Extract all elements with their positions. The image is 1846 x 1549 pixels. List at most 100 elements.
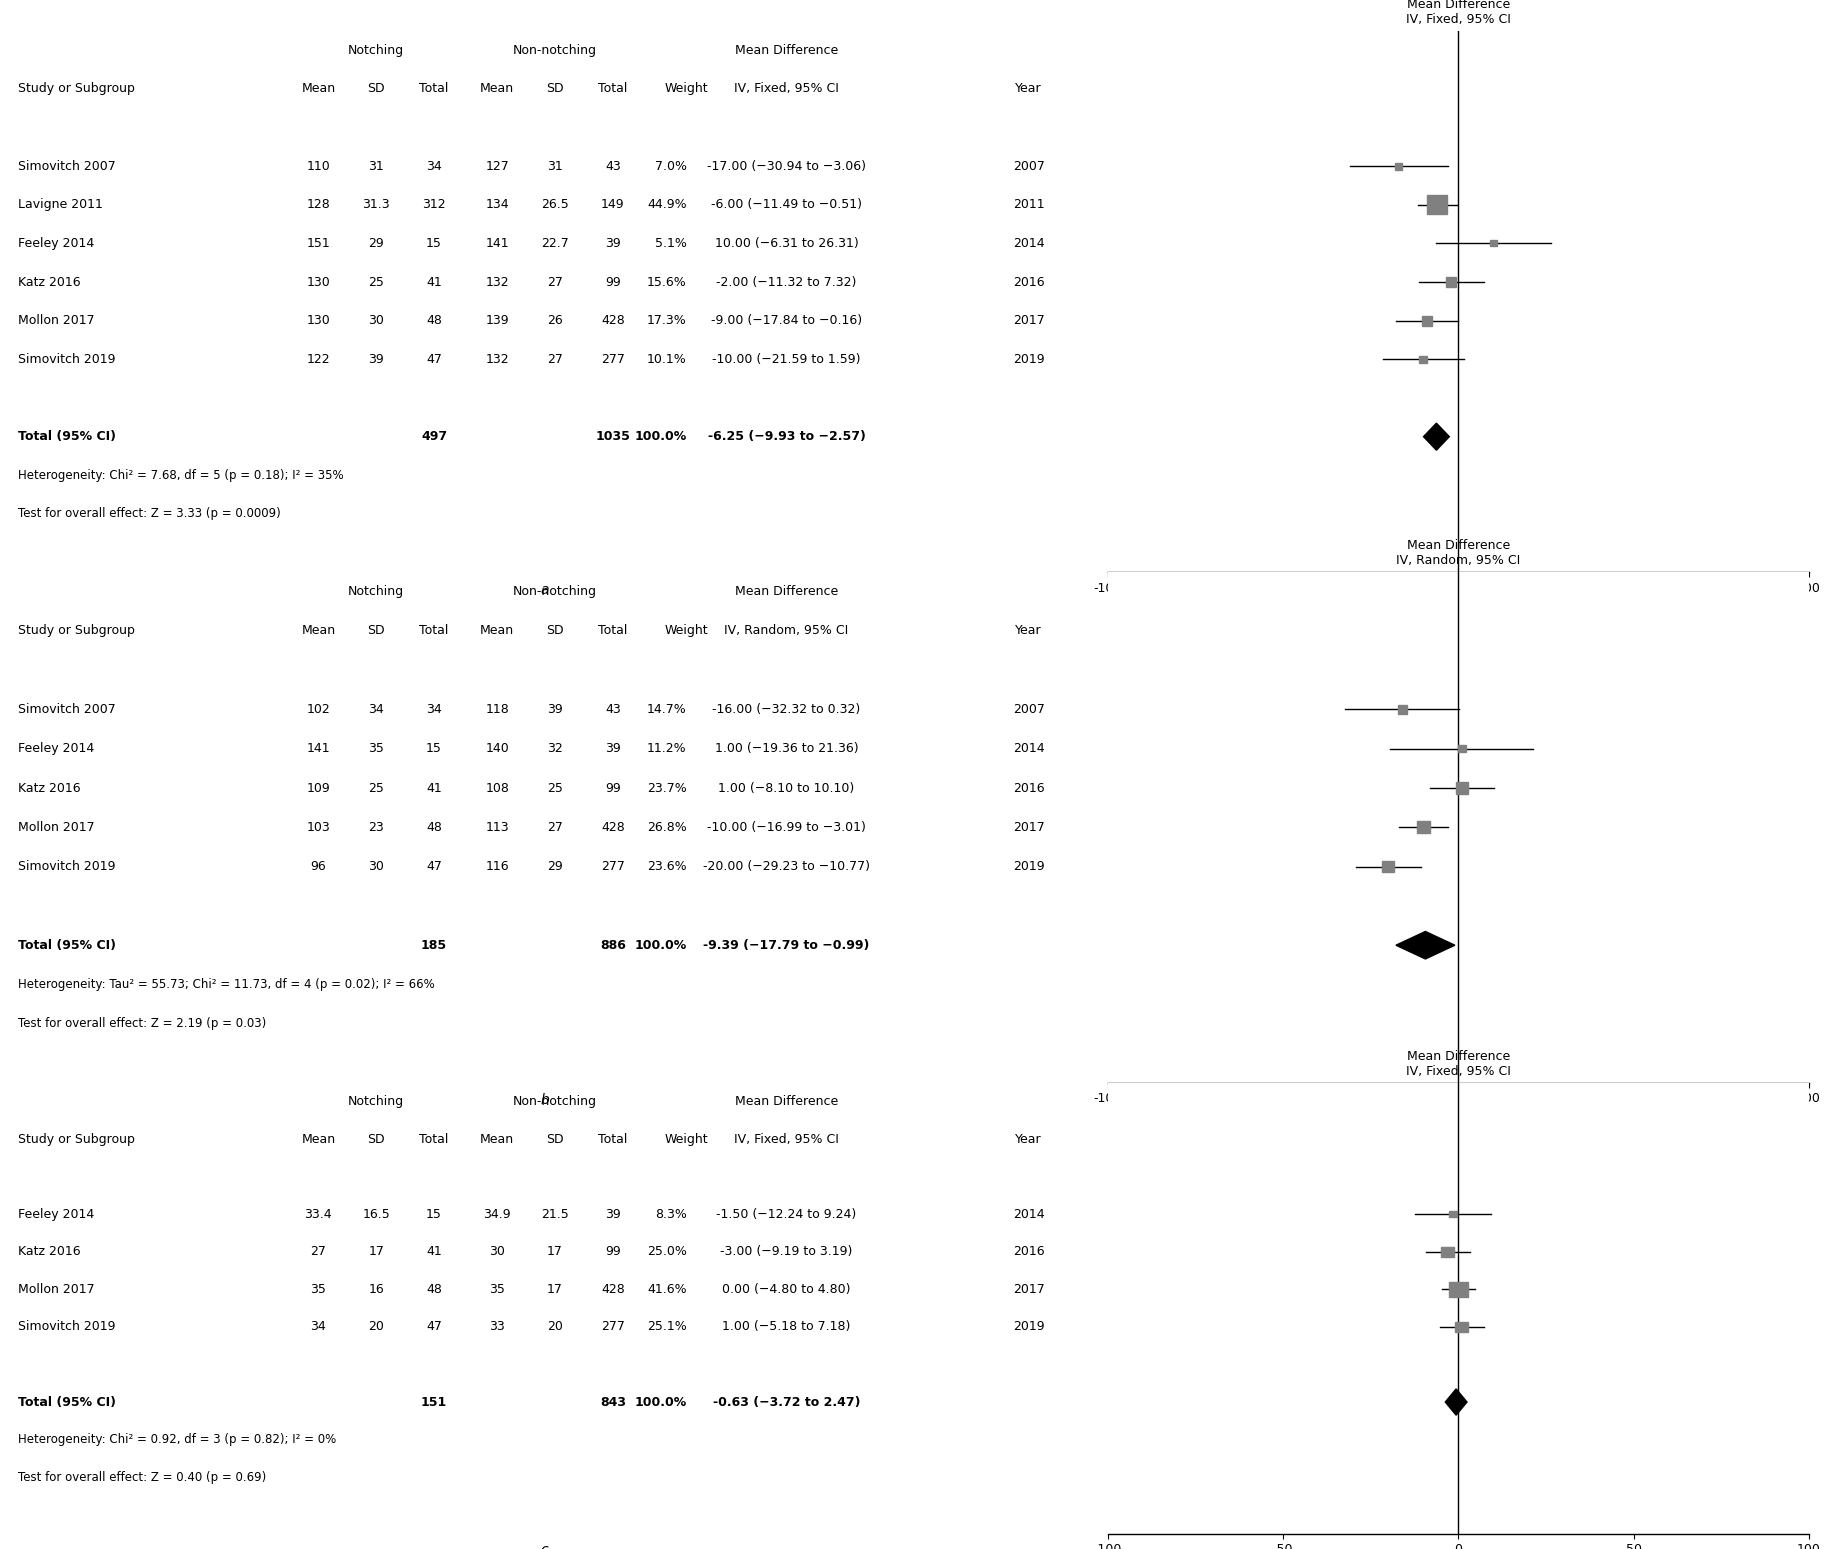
- Text: Katz 2016: Katz 2016: [18, 782, 81, 795]
- Bar: [1442, 1247, 1455, 1256]
- Text: 21.5: 21.5: [541, 1208, 569, 1221]
- Text: 2019: 2019: [1013, 1320, 1045, 1334]
- Text: 41: 41: [426, 276, 441, 288]
- Text: 15.6%: 15.6%: [646, 276, 687, 288]
- Text: Mean Difference: Mean Difference: [735, 1095, 838, 1108]
- Text: 10.00 (−6.31 to 26.31): 10.00 (−6.31 to 26.31): [714, 237, 858, 249]
- Text: Simovitch 2019: Simovitch 2019: [18, 1320, 116, 1334]
- Text: 1.00 (−8.10 to 10.10): 1.00 (−8.10 to 10.10): [718, 782, 855, 795]
- Text: Notching: Notching: [349, 1095, 404, 1108]
- Text: Year: Year: [1015, 82, 1041, 96]
- Text: 43: 43: [605, 703, 620, 716]
- Text: SD: SD: [546, 1132, 563, 1146]
- Text: 30: 30: [369, 314, 384, 327]
- Text: 428: 428: [602, 821, 624, 833]
- Text: 110: 110: [306, 160, 330, 172]
- Text: 1.00 (−5.18 to 7.18): 1.00 (−5.18 to 7.18): [722, 1320, 851, 1334]
- Text: 96: 96: [310, 860, 327, 874]
- Bar: [1383, 861, 1394, 872]
- Text: 31: 31: [369, 160, 384, 172]
- Text: Simovitch 2019: Simovitch 2019: [18, 860, 116, 874]
- Text: Non-notching: Non-notching: [513, 43, 596, 57]
- Text: 185: 185: [421, 939, 447, 951]
- Text: 428: 428: [602, 1283, 624, 1297]
- Text: 23.7%: 23.7%: [646, 782, 687, 795]
- Text: 25: 25: [546, 782, 563, 795]
- Text: 134: 134: [485, 198, 509, 211]
- Text: Test for overall effect: Z = 3.33 (p = 0.0009): Test for overall effect: Z = 3.33 (p = 0…: [18, 508, 281, 520]
- Text: 5.1%: 5.1%: [655, 237, 687, 249]
- Text: 10.1%: 10.1%: [646, 353, 687, 366]
- Text: 2016: 2016: [1013, 1245, 1045, 1258]
- Text: 100.0%: 100.0%: [635, 431, 687, 443]
- Text: Mean Difference: Mean Difference: [735, 586, 838, 598]
- Text: 26: 26: [546, 314, 563, 327]
- Text: 33.4: 33.4: [305, 1208, 332, 1221]
- Text: Heterogeneity: Chi² = 7.68, df = 5 (p = 0.18); I² = 35%: Heterogeneity: Chi² = 7.68, df = 5 (p = …: [18, 469, 343, 482]
- Text: -9.39 (−17.79 to −0.99): -9.39 (−17.79 to −0.99): [703, 939, 869, 951]
- Text: 100.0%: 100.0%: [635, 939, 687, 951]
- Text: 47: 47: [426, 860, 441, 874]
- Text: 16: 16: [369, 1283, 384, 1297]
- Text: 27: 27: [546, 821, 563, 833]
- Text: 33: 33: [489, 1320, 506, 1334]
- Text: a: a: [541, 582, 548, 596]
- Text: 113: 113: [485, 821, 509, 833]
- Text: 14.7%: 14.7%: [646, 703, 687, 716]
- Text: Simovitch 2007: Simovitch 2007: [18, 160, 116, 172]
- Text: 25: 25: [369, 782, 384, 795]
- Text: 17: 17: [546, 1283, 563, 1297]
- Text: 23: 23: [369, 821, 384, 833]
- Text: Mollon 2017: Mollon 2017: [18, 314, 96, 327]
- Text: Total: Total: [419, 624, 449, 637]
- Bar: [1449, 1283, 1468, 1297]
- Text: 151: 151: [421, 1396, 447, 1408]
- Text: SD: SD: [546, 82, 563, 96]
- Text: 99: 99: [605, 1245, 620, 1258]
- Text: 2011: 2011: [1013, 198, 1045, 211]
- Text: -10.00 (−16.99 to −3.01): -10.00 (−16.99 to −3.01): [707, 821, 866, 833]
- Text: 31: 31: [546, 160, 563, 172]
- Text: 141: 141: [485, 237, 509, 249]
- Text: SD: SD: [367, 82, 386, 96]
- Text: -1.50 (−12.24 to 9.24): -1.50 (−12.24 to 9.24): [716, 1208, 857, 1221]
- Text: Feeley 2014: Feeley 2014: [18, 1208, 94, 1221]
- Text: Total (95% CI): Total (95% CI): [18, 431, 116, 443]
- Text: Mean Difference
IV, Random, 95% CI: Mean Difference IV, Random, 95% CI: [1396, 539, 1521, 567]
- Bar: [1420, 356, 1427, 362]
- Text: Mean: Mean: [480, 624, 515, 637]
- Text: Simovitch 2019: Simovitch 2019: [18, 353, 116, 366]
- Text: 8.3%: 8.3%: [655, 1208, 687, 1221]
- Text: 41: 41: [426, 1245, 441, 1258]
- Text: Heterogeneity: Tau² = 55.73; Chi² = 11.73, df = 4 (p = 0.02); I² = 66%: Heterogeneity: Tau² = 55.73; Chi² = 11.7…: [18, 977, 436, 991]
- Text: 23.6%: 23.6%: [646, 860, 687, 874]
- Text: 34: 34: [369, 703, 384, 716]
- Text: 2017: 2017: [1013, 314, 1045, 327]
- Text: 428: 428: [602, 314, 624, 327]
- Text: -10.00 (−21.59 to 1.59): -10.00 (−21.59 to 1.59): [713, 353, 860, 366]
- Text: 30: 30: [489, 1245, 506, 1258]
- Text: IV, Random, 95% CI: IV, Random, 95% CI: [724, 624, 849, 637]
- Text: 25.1%: 25.1%: [646, 1320, 687, 1334]
- Text: 497: 497: [421, 431, 447, 443]
- Text: 20: 20: [546, 1320, 563, 1334]
- Bar: [1421, 316, 1432, 325]
- Text: 140: 140: [485, 742, 509, 756]
- Text: 116: 116: [485, 860, 509, 874]
- Text: Lavigne 2011: Lavigne 2011: [18, 198, 103, 211]
- Text: Feeley 2014: Feeley 2014: [18, 237, 94, 249]
- Text: 30: 30: [369, 860, 384, 874]
- Text: Katz 2016: Katz 2016: [18, 1245, 81, 1258]
- Text: Mean: Mean: [480, 1132, 515, 1146]
- Text: -0.63 (−3.72 to 2.47): -0.63 (−3.72 to 2.47): [713, 1396, 860, 1408]
- Text: 109: 109: [306, 782, 330, 795]
- Text: Heterogeneity: Chi² = 0.92, df = 3 (p = 0.82); I² = 0%: Heterogeneity: Chi² = 0.92, df = 3 (p = …: [18, 1433, 336, 1447]
- Text: 108: 108: [485, 782, 509, 795]
- Text: 151: 151: [306, 237, 330, 249]
- Text: 2017: 2017: [1013, 1283, 1045, 1297]
- Text: -17.00 (−30.94 to −3.06): -17.00 (−30.94 to −3.06): [707, 160, 866, 172]
- Text: 2019: 2019: [1013, 353, 1045, 366]
- Text: 2014: 2014: [1013, 742, 1045, 756]
- Text: 48: 48: [426, 821, 441, 833]
- Text: Total: Total: [419, 1132, 449, 1146]
